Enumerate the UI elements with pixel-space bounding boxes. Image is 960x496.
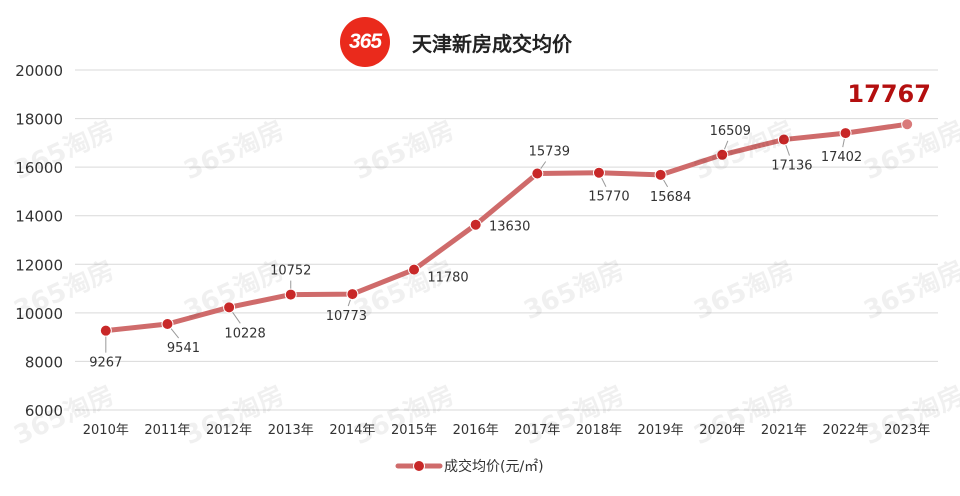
x-tick-label: 2020年	[699, 423, 745, 438]
data-point	[654, 168, 667, 181]
highlight-value-label: 17767	[847, 80, 931, 108]
data-point	[901, 118, 914, 131]
y-tick-label: 16000	[15, 159, 63, 177]
data-label: 16509	[710, 124, 751, 139]
data-point	[469, 218, 482, 231]
data-label: 10228	[224, 326, 265, 341]
data-point	[346, 288, 359, 301]
chart-title: 天津新房成交均价	[412, 31, 572, 56]
x-tick-label: 2011年	[144, 423, 190, 438]
x-tick-label: 2019年	[638, 423, 684, 438]
x-tick-label: 2018年	[576, 423, 622, 438]
x-tick-label: 2014年	[329, 423, 375, 438]
y-tick-label: 18000	[15, 111, 63, 129]
brand-logo: 365	[340, 17, 390, 67]
data-point	[284, 288, 297, 301]
series-line	[103, 121, 910, 334]
y-tick-label: 6000	[25, 402, 63, 420]
data-label: 15770	[588, 190, 629, 205]
x-tick-label: 2013年	[268, 423, 314, 438]
data-label: 10773	[326, 309, 367, 324]
x-tick-label: 2015年	[391, 423, 437, 438]
data-point	[408, 263, 421, 276]
data-point	[161, 318, 174, 331]
data-label: 17136	[771, 159, 812, 174]
legend-label: 成交均价(元/㎡)	[444, 458, 544, 475]
data-label: 10752	[270, 264, 311, 279]
data-point	[839, 127, 852, 140]
chart-header: 365 天津新房成交均价	[340, 16, 572, 68]
y-tick-label: 20000	[15, 62, 63, 80]
x-tick-label: 2023年	[884, 423, 930, 438]
x-tick-label: 2021年	[761, 423, 807, 438]
x-tick-label: 2012年	[206, 423, 252, 438]
data-point	[592, 166, 605, 179]
data-point	[223, 301, 236, 314]
x-tick-label: 2022年	[822, 423, 868, 438]
data-label: 13630	[489, 220, 530, 235]
y-tick-label: 12000	[15, 256, 63, 274]
y-tick-label: 10000	[15, 305, 63, 323]
x-tick-label: 2010年	[83, 423, 129, 438]
data-label: 9267	[89, 356, 122, 371]
legend-marker	[413, 460, 425, 472]
data-point	[531, 167, 544, 180]
y-tick-label: 14000	[15, 208, 63, 226]
data-label: 17402	[821, 150, 862, 165]
data-point	[716, 148, 729, 161]
y-tick-label: 8000	[25, 353, 63, 371]
data-point	[777, 133, 790, 146]
x-tick-label: 2016年	[453, 423, 499, 438]
brand-logo-text: 365	[348, 30, 382, 53]
data-label: 9541	[167, 341, 200, 356]
data-label: 15684	[650, 190, 691, 205]
data-point	[99, 324, 112, 337]
data-label: 15739	[529, 144, 570, 159]
x-tick-label: 2017年	[514, 423, 560, 438]
data-label: 11780	[427, 271, 468, 286]
